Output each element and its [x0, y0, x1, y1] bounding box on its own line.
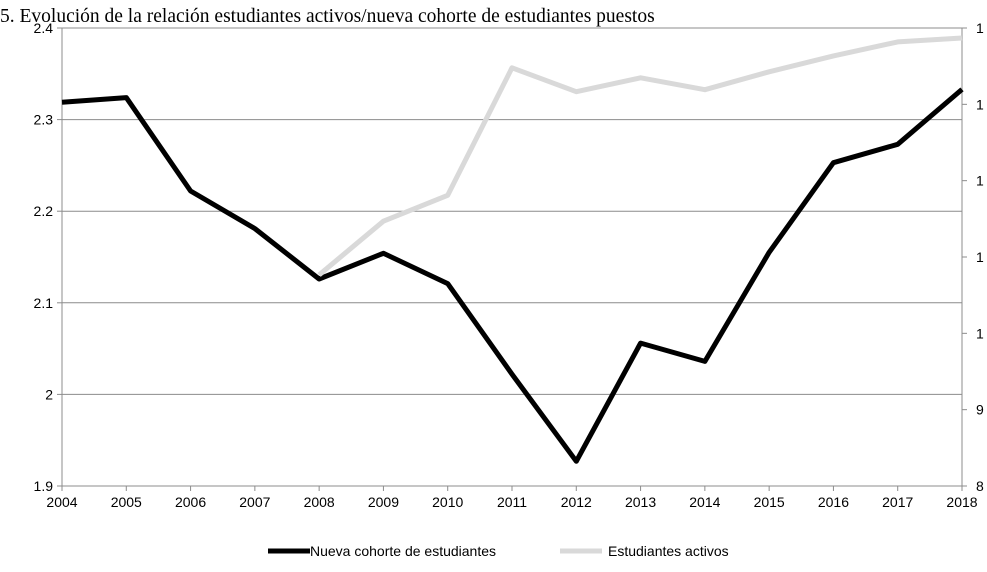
x-tick-label: 2013 [625, 494, 656, 510]
y2-tick-label: 8 [976, 478, 984, 494]
y2-tick-label: 1 [976, 249, 984, 265]
series-line-nueva-cohorte [61, 87, 964, 464]
legend-label: Nueva cohorte de estudiantes [310, 543, 496, 559]
x-tick-label: 2005 [111, 494, 142, 510]
x-tick-label: 2006 [175, 494, 206, 510]
y2-tick-label: 1 [976, 325, 984, 341]
legend-label: Estudiantes activos [608, 543, 729, 559]
y-tick-label: 2.3 [34, 112, 54, 128]
legend: Nueva cohorte de estudiantes Estudiantes … [268, 543, 729, 559]
x-tick-label: 2011 [497, 494, 527, 510]
x-tick-label: 2015 [754, 494, 785, 510]
y-tick-label: 2.1 [34, 295, 54, 311]
x-tick-label: 2017 [882, 494, 913, 510]
x-tick-label: 2016 [818, 494, 849, 510]
x-tick-label: 2012 [561, 494, 592, 510]
y2-tick-label: 1 [976, 96, 984, 112]
y-tick-label: 2.4 [34, 20, 54, 36]
x-tick-label: 2009 [368, 494, 399, 510]
series-lines [61, 35, 964, 464]
x-tick-label: 2007 [239, 494, 270, 510]
x-tick-label: 2010 [432, 494, 463, 510]
gridlines [62, 27, 962, 395]
y-tick-label: 2 [45, 386, 53, 402]
y2-tick-label: 1 [976, 20, 984, 36]
chart-title: 5. Evolución de la relación estudiantes … [0, 6, 655, 27]
x-tick-label: 2014 [689, 494, 720, 510]
axes: 1.9 2 2.1 2.2 2.3 2.4 8 9 1 1 1 1 1 2004 2005 2006 2007 2… [34, 20, 984, 510]
x-tick-label: 2004 [46, 494, 77, 510]
y-tick-label: 1.9 [34, 478, 54, 494]
x-tick-label: 2018 [946, 494, 977, 510]
y2-tick-label: 9 [976, 402, 984, 418]
y-tick-label: 2.2 [34, 203, 54, 219]
y2-tick-label: 1 [976, 173, 984, 189]
series-line-estudiantes-activos [317, 35, 963, 277]
x-tick-label: 2008 [304, 494, 335, 510]
